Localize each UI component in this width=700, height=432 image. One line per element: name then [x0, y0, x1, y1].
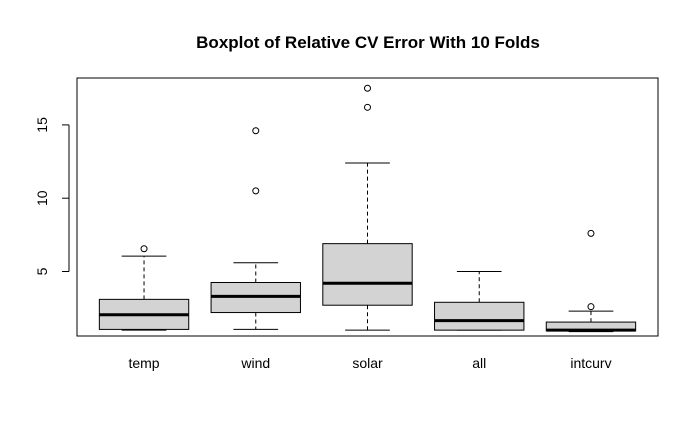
- box-all: [434, 271, 525, 331]
- outlier-point: [252, 127, 260, 135]
- y-tick-label: 15: [34, 117, 50, 133]
- x-tick-label-wind: wind: [240, 355, 270, 371]
- outlier-point: [587, 303, 595, 311]
- outlier-point: [364, 84, 371, 92]
- x-axis-labels: temp wind solar all intcurv: [128, 355, 611, 371]
- outlier-point: [252, 187, 260, 195]
- x-tick-label-temp: temp: [128, 355, 159, 371]
- x-tick-label-all: all: [472, 355, 486, 371]
- plot-frame: [76, 77, 659, 337]
- y-tick-label: 10: [34, 190, 50, 206]
- outlier-point: [587, 229, 595, 237]
- box-solar: [322, 84, 413, 331]
- y-axis: 5 10 15: [34, 117, 70, 275]
- x-tick-label-solar: solar: [352, 355, 383, 371]
- box-temp: [98, 245, 190, 331]
- iqr-box: [434, 301, 525, 331]
- y-tick-label: 5: [34, 267, 50, 275]
- iqr-box: [322, 243, 413, 306]
- box-wind: [210, 127, 301, 330]
- box-intcurv: [545, 229, 637, 333]
- outlier-point: [364, 103, 371, 111]
- boxes-group: [98, 84, 637, 333]
- chart-title: Boxplot of Relative CV Error With 10 Fol…: [196, 33, 540, 52]
- outlier-point: [140, 245, 148, 253]
- x-tick-label-intcurv: intcurv: [570, 355, 611, 371]
